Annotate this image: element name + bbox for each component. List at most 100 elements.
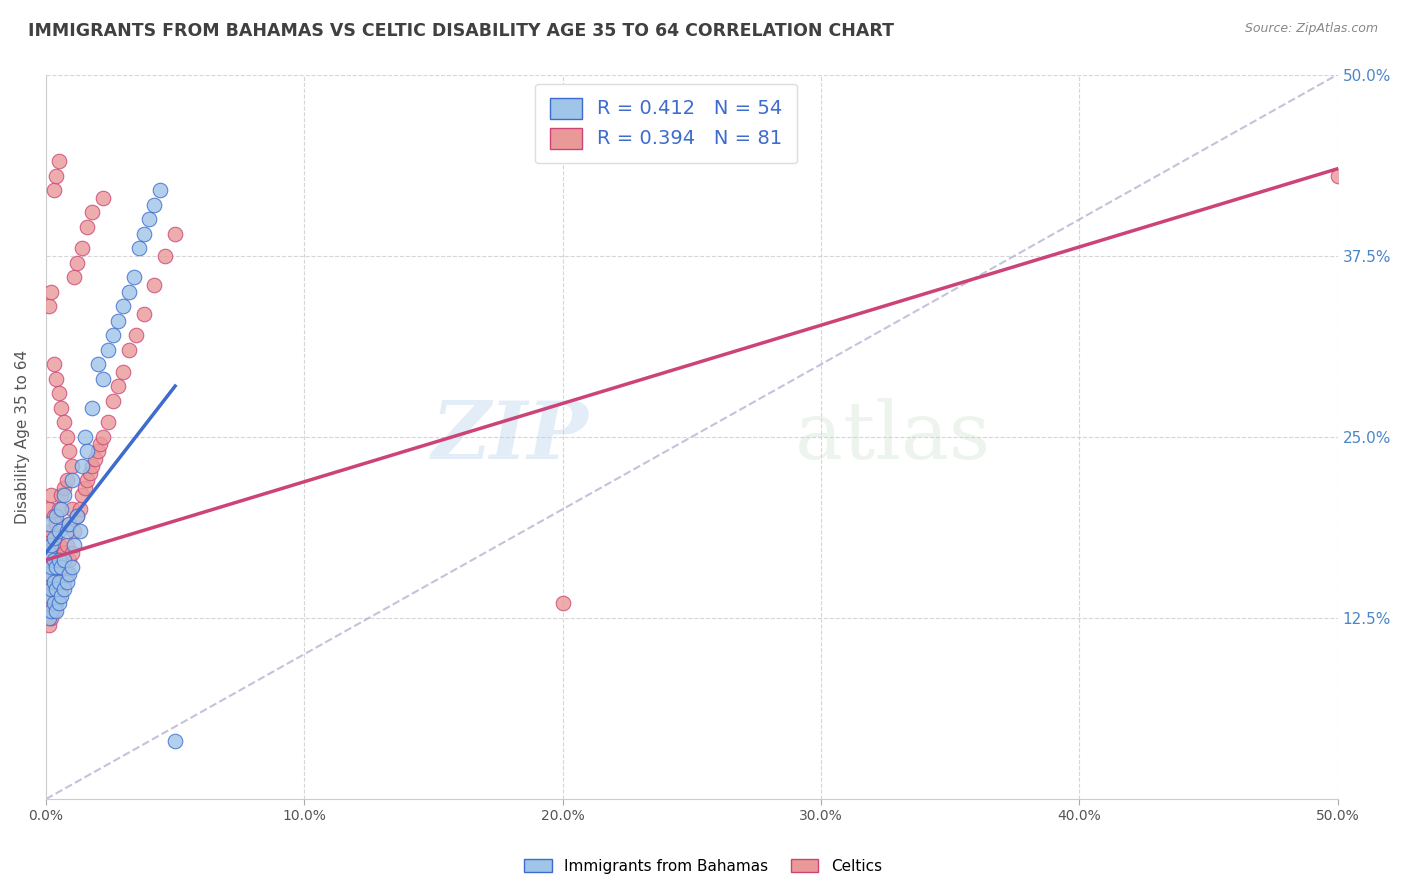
Point <box>51 560 73 574</box>
Point <box>45 553 67 567</box>
Point <box>70 458 93 473</box>
Point <box>73 430 96 444</box>
Point <box>39 589 62 603</box>
Point <box>53 415 76 429</box>
Point <box>39 524 62 538</box>
Point <box>86 357 108 371</box>
Point <box>1326 169 1348 183</box>
Point <box>82 401 104 415</box>
Point <box>165 227 187 241</box>
Point <box>101 328 124 343</box>
Point <box>51 582 73 596</box>
Point <box>51 502 73 516</box>
Point <box>63 270 86 285</box>
Point <box>45 596 67 610</box>
Point <box>48 539 70 553</box>
Point <box>66 256 89 270</box>
Point <box>69 502 91 516</box>
Point <box>101 393 124 408</box>
Point <box>42 604 65 618</box>
Point <box>73 481 96 495</box>
Point <box>38 589 60 603</box>
Point <box>112 365 135 379</box>
Text: atlas: atlas <box>796 398 990 475</box>
Point <box>63 539 86 553</box>
Point <box>91 191 114 205</box>
Point <box>45 582 67 596</box>
Point <box>53 546 76 560</box>
Point <box>143 277 166 292</box>
Point <box>55 574 77 589</box>
Point <box>91 430 114 444</box>
Point <box>42 574 65 589</box>
Point <box>58 516 80 531</box>
Point <box>82 205 104 219</box>
Legend: R = 0.412   N = 54, R = 0.394   N = 81: R = 0.412 N = 54, R = 0.394 N = 81 <box>536 84 797 163</box>
Text: IMMIGRANTS FROM BAHAMAS VS CELTIC DISABILITY AGE 35 TO 64 CORRELATION CHART: IMMIGRANTS FROM BAHAMAS VS CELTIC DISABI… <box>28 22 894 40</box>
Point <box>38 553 60 567</box>
Point <box>70 241 93 255</box>
Point <box>45 604 67 618</box>
Point <box>112 299 135 313</box>
Point <box>38 567 60 582</box>
Point <box>39 611 62 625</box>
Point <box>38 546 60 560</box>
Point <box>58 444 80 458</box>
Point <box>39 567 62 582</box>
Point <box>48 567 70 582</box>
Point <box>66 509 89 524</box>
Point <box>55 524 77 538</box>
Point <box>42 509 65 524</box>
Point <box>38 516 60 531</box>
Point <box>58 553 80 567</box>
Point <box>117 343 139 357</box>
Point <box>86 444 108 458</box>
Point <box>69 524 91 538</box>
Point <box>45 560 67 574</box>
Point <box>63 524 86 538</box>
Point <box>76 473 98 487</box>
Y-axis label: Disability Age 35 to 64: Disability Age 35 to 64 <box>15 350 30 524</box>
Point <box>58 516 80 531</box>
Point <box>39 539 62 553</box>
Point <box>42 596 65 610</box>
Point <box>48 596 70 610</box>
Point <box>51 488 73 502</box>
Point <box>125 328 148 343</box>
Text: ZIP: ZIP <box>432 398 589 475</box>
Point <box>39 560 62 574</box>
Point <box>51 589 73 603</box>
Point <box>165 734 187 748</box>
Point <box>38 611 60 625</box>
Point <box>48 574 70 589</box>
Point <box>42 560 65 574</box>
Point <box>60 473 83 487</box>
Point <box>53 488 76 502</box>
Point <box>48 386 70 401</box>
Point <box>58 567 80 582</box>
Point <box>39 488 62 502</box>
Point <box>42 553 65 567</box>
Text: Source: ZipAtlas.com: Source: ZipAtlas.com <box>1244 22 1378 36</box>
Point <box>60 546 83 560</box>
Point <box>76 219 98 234</box>
Point <box>42 582 65 596</box>
Point <box>107 379 129 393</box>
Point <box>38 299 60 313</box>
Point <box>38 618 60 632</box>
Point <box>122 270 145 285</box>
Point <box>39 582 62 596</box>
Point <box>55 567 77 582</box>
Point <box>38 531 60 545</box>
Point <box>45 169 67 183</box>
Legend: Immigrants from Bahamas, Celtics: Immigrants from Bahamas, Celtics <box>517 853 889 880</box>
Point <box>149 184 172 198</box>
Point <box>53 582 76 596</box>
Point <box>38 502 60 516</box>
Point <box>39 285 62 299</box>
Point <box>45 574 67 589</box>
Point <box>79 466 101 480</box>
Point <box>51 553 73 567</box>
Point <box>60 560 83 574</box>
Point <box>66 509 89 524</box>
